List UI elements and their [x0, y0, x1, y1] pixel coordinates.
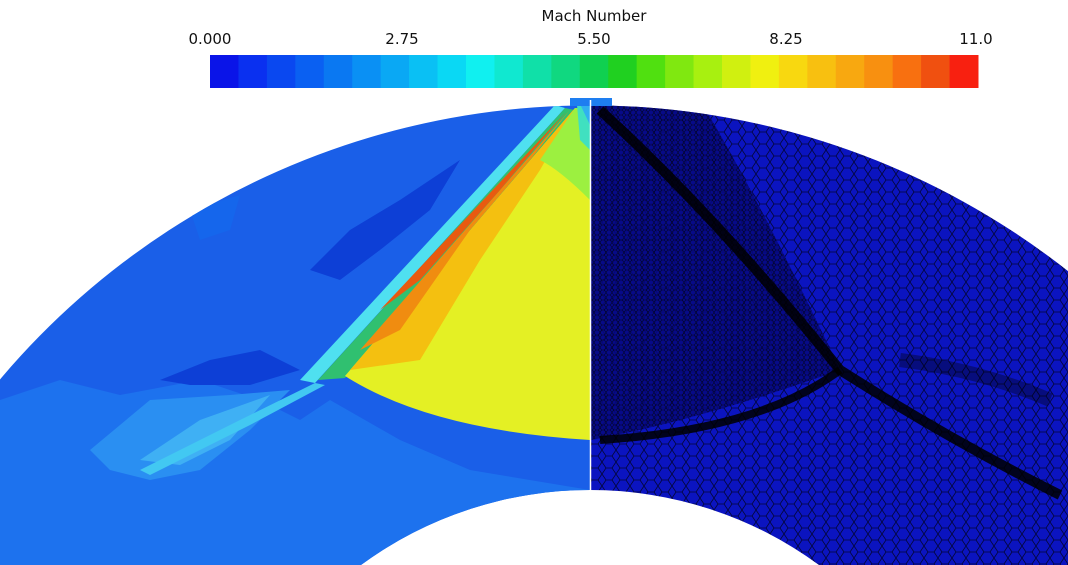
mach-contours [0, 90, 590, 565]
colorbar-segment [921, 55, 950, 88]
colorbar-segment [836, 55, 865, 88]
colorbar-segment [409, 55, 438, 88]
colorbar-tick-label: 0.000 [189, 30, 232, 48]
colorbar-segment [295, 55, 324, 88]
colorbar-segment [210, 55, 239, 88]
colorbar-tick-label: 2.75 [385, 30, 418, 48]
colorbar-segment [807, 55, 836, 88]
colorbar-tick-label: 5.50 [577, 30, 610, 48]
colorbar-segment [438, 55, 467, 88]
colorbar-segment [466, 55, 495, 88]
page: Mach Number 0.000 2.75 5.50 8.25 11.0 [0, 0, 1068, 565]
colorbar-segment [694, 55, 723, 88]
colorbar-segment [608, 55, 637, 88]
mesh [591, 90, 1068, 565]
colorbar-segment [665, 55, 694, 88]
colorbar-segment [523, 55, 552, 88]
figure: Mach Number 0.000 2.75 5.50 8.25 11.0 [0, 0, 1068, 565]
colorbar-segment [324, 55, 353, 88]
colorbar-segment [722, 55, 751, 88]
colorbar-segment [779, 55, 808, 88]
colorbar-tick-label: 8.25 [769, 30, 802, 48]
colorbar-segment [637, 55, 666, 88]
colorbar-segment [864, 55, 893, 88]
colorbar-title: Mach Number [542, 7, 648, 25]
colorbar-tick-label: 11.0 [959, 30, 992, 48]
colorbar-segment [267, 55, 296, 88]
colorbar-segment [352, 55, 381, 88]
colorbar-segment [238, 55, 267, 88]
colorbar [210, 55, 979, 88]
colorbar-segment [551, 55, 580, 88]
colorbar-segment [494, 55, 523, 88]
colorbar-segment [893, 55, 922, 88]
colorbar-segment [580, 55, 609, 88]
colorbar-segment [381, 55, 410, 88]
colorbar-segment [750, 55, 779, 88]
flow-field [0, 90, 1068, 565]
colorbar-segment [950, 55, 979, 88]
